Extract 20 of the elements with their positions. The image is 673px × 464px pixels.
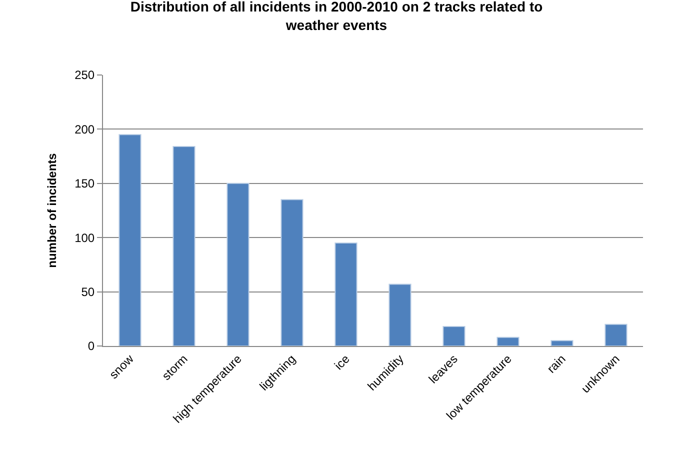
y-tick-label: 200 bbox=[74, 122, 95, 136]
bar bbox=[226, 182, 250, 346]
x-tick-label: ice bbox=[332, 352, 353, 373]
y-axis-title: number of incidents bbox=[44, 152, 59, 268]
bar bbox=[604, 324, 628, 346]
y-tick-label: 0 bbox=[88, 339, 95, 354]
y-tick-label: 250 bbox=[74, 68, 95, 82]
bar bbox=[334, 242, 358, 346]
y-tick-label: 50 bbox=[81, 285, 95, 299]
y-tick-label: 100 bbox=[74, 230, 95, 245]
bar bbox=[172, 146, 196, 346]
bar bbox=[118, 134, 142, 346]
x-tick-label: rain bbox=[544, 352, 568, 376]
y-tick-label: 150 bbox=[74, 176, 95, 191]
bar bbox=[496, 336, 520, 346]
bar bbox=[280, 199, 304, 346]
bar bbox=[388, 284, 412, 346]
chart-title: Distribution of all incidents in 2000-2010 on 2 tracks related to weather events bbox=[130, 0, 543, 33]
bar bbox=[550, 340, 574, 346]
bar bbox=[442, 326, 466, 346]
